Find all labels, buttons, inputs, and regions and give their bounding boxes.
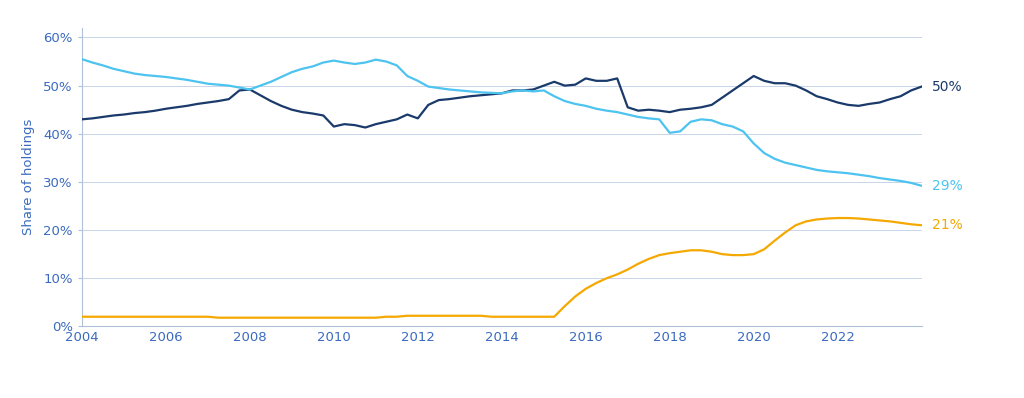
Text: 21%: 21%: [932, 218, 963, 232]
Text: 50%: 50%: [932, 80, 963, 94]
Text: 29%: 29%: [932, 179, 963, 193]
Y-axis label: Share of holdings: Share of holdings: [23, 119, 35, 235]
